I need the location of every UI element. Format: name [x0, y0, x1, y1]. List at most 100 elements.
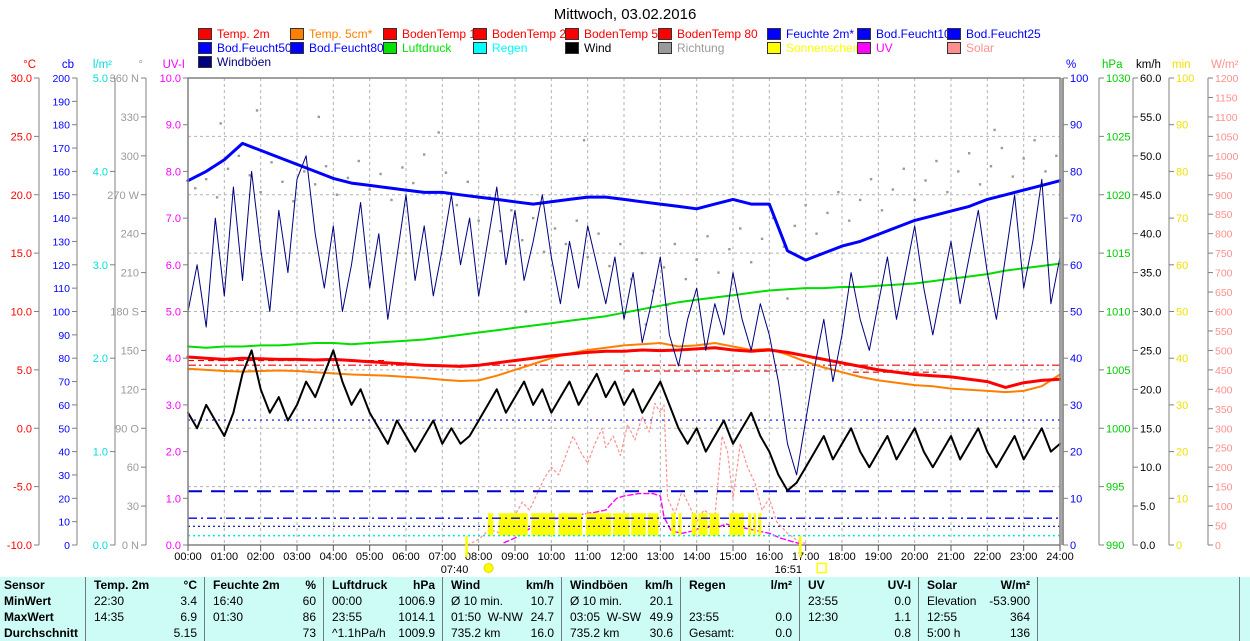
svg-text:850: 850 [1215, 209, 1233, 221]
svg-text:02:00: 02:00 [247, 551, 275, 563]
filler-cell [1037, 577, 1250, 593]
table-cell: 00:00 1006.9 [323, 593, 442, 609]
svg-text:40: 40 [58, 447, 70, 459]
table-cell: 23:55 0.0 [680, 609, 799, 625]
col-header-4: Wind km/h [442, 577, 561, 593]
svg-text:4.0: 4.0 [166, 353, 181, 365]
regen-swatch-icon [473, 42, 487, 54]
svg-text:50: 50 [1070, 307, 1082, 319]
solar-swatch-icon [947, 42, 961, 54]
svg-text:0.0: 0.0 [166, 540, 181, 552]
svg-text:70: 70 [58, 377, 70, 389]
table-end-divider [1239, 577, 1240, 641]
svg-text:360 N: 360 N [110, 73, 139, 85]
svg-text:70: 70 [1176, 213, 1188, 225]
series-richtung [194, 109, 1058, 326]
cell-value: % [305, 578, 316, 592]
sonnenschein-swatch-icon [767, 42, 781, 54]
legend-item-feuchte-2m: Feuchte 2m* [767, 27, 854, 41]
svg-text:250: 250 [1215, 443, 1233, 455]
legend-label: Richtung [677, 41, 725, 55]
svg-text:50.0: 50.0 [1140, 151, 1161, 163]
svg-text:2.0: 2.0 [166, 447, 181, 459]
filler-cell [1037, 609, 1250, 625]
svg-text:110: 110 [53, 283, 70, 295]
svg-text:240: 240 [121, 229, 139, 241]
cell-label: 14:35 [94, 610, 125, 624]
svg-text:5.0: 5.0 [1140, 501, 1155, 513]
series-temp-2m [186, 346, 1062, 389]
cell-value: 1014.1 [398, 610, 435, 624]
svg-text:800: 800 [1215, 229, 1233, 241]
series-temp-5cm [187, 342, 1061, 394]
cell-value: °C [183, 578, 197, 592]
legend-item-richtung: Richtung [658, 41, 724, 55]
svg-text:l/m²: l/m² [93, 59, 112, 71]
cell-value: 1006.9 [398, 594, 435, 608]
svg-text:600: 600 [1215, 307, 1233, 319]
svg-text:300: 300 [1215, 423, 1233, 435]
cell-label: 01:50 W-NW [451, 610, 523, 624]
series-sonnenschein [487, 513, 762, 536]
legend-item-bod-feucht80: Bod.Feucht80 [290, 41, 384, 55]
svg-text:180: 180 [52, 120, 70, 132]
bod-feucht80-swatch-icon [290, 42, 304, 54]
svg-text:995: 995 [1106, 482, 1124, 494]
svg-text:60: 60 [1176, 260, 1188, 272]
svg-text:130: 130 [52, 236, 70, 248]
windboeen-swatch-icon [198, 56, 212, 68]
series-feuchte-2m [186, 141, 1062, 262]
svg-text:60: 60 [1070, 260, 1082, 272]
svg-text:0: 0 [1176, 540, 1182, 552]
svg-text:0: 0 [1215, 540, 1221, 552]
svg-text:45.0: 45.0 [1140, 190, 1161, 202]
legend-label: Windböen [217, 55, 272, 69]
svg-text:120: 120 [121, 384, 139, 396]
cell-label: 12:30 [808, 610, 839, 624]
cell-label: 03:05 W-SW [570, 610, 642, 624]
bodentemp-10-swatch-icon [383, 28, 397, 40]
svg-text:20:00: 20:00 [901, 551, 929, 563]
svg-text:40: 40 [1176, 353, 1188, 365]
svg-text:30: 30 [127, 501, 139, 513]
col-header-6: Regen l/m² [680, 577, 799, 593]
sun-icon [483, 563, 494, 573]
cell-label: 735.2 km [451, 626, 501, 640]
svg-text:cb: cb [62, 59, 74, 71]
cell-value: km/h [644, 578, 673, 592]
row-header-maxwert: MaxWert [4, 610, 54, 624]
table-cell: 12:55 364 [918, 609, 1037, 625]
svg-text:16:00: 16:00 [756, 551, 784, 563]
table-cell: 01:30 86 [204, 609, 323, 625]
svg-text:18:00: 18:00 [828, 551, 856, 563]
table-cell: Ø 10 min. 10.7 [442, 593, 561, 609]
cell-value: 0.0 [775, 610, 792, 624]
row-header-minwert: MinWert [4, 594, 52, 608]
svg-text:50: 50 [58, 423, 70, 435]
cell-label: 23:55 [689, 610, 720, 624]
bod-feucht25-swatch-icon [947, 28, 961, 40]
table-cell: 73 [204, 625, 323, 641]
svg-text:15.0: 15.0 [1140, 423, 1161, 435]
svg-text:350: 350 [1215, 404, 1233, 416]
svg-text:°: ° [138, 59, 143, 71]
svg-text:5.0: 5.0 [93, 73, 108, 85]
svg-text:650: 650 [1215, 287, 1233, 299]
cell-value: UV-I [887, 578, 911, 592]
svg-text:90: 90 [58, 330, 70, 342]
bodentemp-80-swatch-icon [658, 28, 672, 40]
col-header-8: Solar W/m² [918, 577, 1037, 593]
cell-label: Regen [689, 578, 726, 592]
left-axis-0-°C: 30.0 25.0 20.0 15.0 10.0 5.0 0.0 -5.0 -10.0 °C [7, 59, 40, 552]
cell-label: 23:55 [332, 610, 363, 624]
legend-label: Bod.Feucht50 [217, 41, 292, 55]
svg-text:5.0: 5.0 [17, 365, 32, 377]
svg-text:80: 80 [1176, 166, 1188, 178]
svg-text:450: 450 [1215, 365, 1233, 377]
svg-text:1150: 1150 [1215, 92, 1238, 104]
legend-item-bodentemp-25: BodenTemp 25 [473, 27, 573, 41]
cell-value: hPa [412, 578, 435, 592]
svg-text:05:00: 05:00 [356, 551, 384, 563]
cell-value: 60 [302, 594, 316, 608]
svg-text:%: % [1066, 59, 1076, 71]
